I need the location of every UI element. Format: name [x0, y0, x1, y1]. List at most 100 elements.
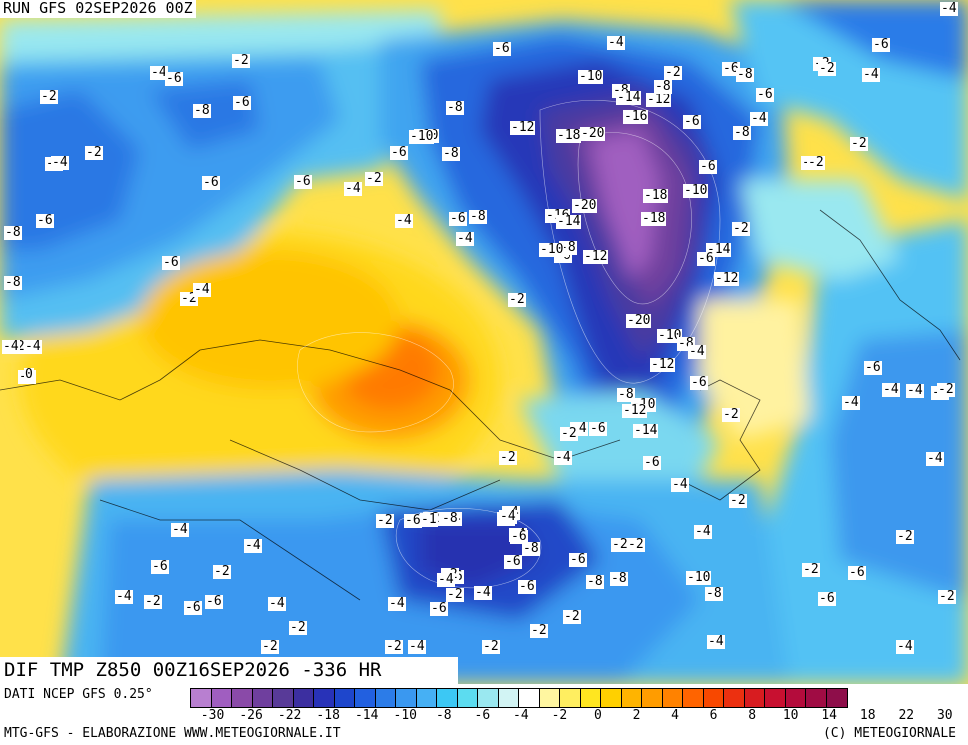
contour-value-label: -6 — [518, 579, 536, 594]
contour-value-label: -4 — [24, 339, 42, 354]
colorbar-tick-label: -18 — [316, 708, 340, 723]
contour-value-label: -8 — [4, 225, 22, 240]
colorbar-swatch — [334, 689, 355, 707]
contour-value-label: -18 — [556, 128, 582, 143]
colorbar-swatch — [785, 689, 806, 707]
contour-value-label: -10 — [539, 242, 565, 257]
contour-value-label: -2 — [213, 564, 231, 579]
colorbar-tick-label: 10 — [782, 708, 799, 723]
colorbar-tick-label: -8 — [435, 708, 452, 723]
contour-value-label: -2 — [896, 529, 914, 544]
contour-value-label: -4 — [51, 155, 69, 170]
contour-value-label: -4 — [862, 67, 880, 82]
colorbar-tick-label: -30 — [200, 708, 225, 723]
colorbar-swatch — [252, 689, 273, 707]
colorbar-tick-label: -22 — [277, 708, 302, 723]
contour-value-label: -8 — [441, 511, 459, 526]
contour-value-label: -8 — [193, 103, 211, 118]
boundaries — [0, 209, 961, 601]
contour-value-label: -6 — [848, 565, 866, 580]
contour-value-label: -4 — [842, 395, 860, 410]
contour-value-label: -4 — [437, 572, 455, 587]
colorbar-swatch — [355, 689, 376, 707]
contour-value-label: -18 — [641, 211, 667, 226]
colorbar-tick-label: -10 — [393, 708, 417, 723]
contour-value-label: 0 — [24, 367, 34, 382]
colorbar-swatch — [826, 689, 847, 707]
colorbar-swatch — [416, 689, 437, 707]
contour-value-label: -6 — [205, 594, 223, 609]
credit-left: MTG-GFS - ELABORAZIONE WWW.METEOGIORNALE… — [4, 726, 341, 741]
contour-value-label: -6 — [589, 421, 607, 436]
contour-value-label: -4 — [896, 639, 914, 654]
contour-value-label: -4 — [193, 282, 211, 297]
colorbar-tick-label: 18 — [859, 708, 876, 723]
contour-value-label: -6 — [683, 114, 701, 129]
contour-value-label: -2 — [261, 639, 279, 654]
contour-value-label: -6 — [233, 95, 251, 110]
contour-value-label: -4 — [388, 596, 406, 611]
colorbar-swatch — [293, 689, 314, 707]
colorbar-tick-label: -26 — [239, 708, 263, 723]
colorbar-swatch — [498, 689, 519, 707]
contour-value-label: -4 — [150, 65, 168, 80]
contour-value-label: -2 — [802, 562, 820, 577]
contour-value-label: -4 — [456, 231, 474, 246]
contour-value-label: -6 — [430, 601, 448, 616]
contour-value-label: -4 — [499, 509, 517, 524]
contour-value-label: -8 — [705, 586, 723, 601]
colorbar-swatch — [232, 689, 253, 707]
contour-value-label: -12 — [583, 249, 609, 264]
contour-value-label: -6 — [699, 159, 717, 174]
contour-value-label: -8 — [469, 209, 487, 224]
colorbar-swatch — [560, 689, 581, 707]
colorbar-swatch — [683, 689, 704, 707]
contour-value-label: -2 — [85, 145, 103, 160]
colorbar-tick-label: 14 — [821, 708, 838, 723]
contour-value-label: -2 — [611, 537, 629, 552]
contour-value-label: -8 — [733, 125, 751, 140]
contour-value-label: -4 — [707, 634, 725, 649]
colorbar-swatch — [478, 689, 499, 707]
contour-value-label: -2 — [508, 292, 526, 307]
contour-value-label: -2 — [560, 426, 578, 441]
contour-value-label: -12 — [650, 357, 676, 372]
contour-value-label: -2 — [482, 639, 500, 654]
contour-value-label: -2 — [530, 623, 548, 638]
contour-value-label: -6 — [864, 360, 882, 375]
contour-value-label: -4 — [882, 382, 900, 397]
colorbar-tick-label: -4 — [513, 708, 529, 723]
map-field-svg — [0, 0, 968, 684]
contour-value-label: -8 — [736, 67, 754, 82]
colorbar-swatch — [662, 689, 683, 707]
contour-value-label: -2 — [722, 407, 740, 422]
contour-value-label: -6 — [697, 251, 715, 266]
contour-value-label: -2 — [664, 65, 682, 80]
contour-value-label: -18 — [643, 188, 669, 203]
colorbar-tick-label: 0 — [594, 708, 602, 723]
contour-value-label: -2 — [850, 136, 868, 151]
contour-value-label: -2 — [563, 609, 581, 624]
contour-value-label: -2 — [732, 221, 750, 236]
contour-value-label: -6 — [872, 37, 890, 52]
colorbar-tick-label: 8 — [748, 708, 757, 723]
contour-value-label: -8 — [442, 146, 460, 161]
contour-value-label: -4 — [694, 524, 712, 539]
contour-value-label: -12 — [510, 120, 536, 135]
contour-value-label: -1 — [420, 512, 438, 527]
contour-value-label: -2 — [818, 61, 836, 76]
colorbar-swatch — [724, 689, 745, 707]
contour-value-label: -6 — [36, 213, 54, 228]
contour-value-label: -2 — [937, 382, 955, 397]
contour-value-label: -6 — [390, 145, 408, 160]
contour-value-label: -4 — [408, 639, 426, 654]
legend-panel: DATI NCEP GFS 0.25° -30 -26 -22 -18 -14 -10 -8… — [0, 684, 968, 745]
contour-value-label: -4 — [750, 111, 768, 126]
contour-value-label: -12 — [646, 92, 672, 107]
contour-value-label: -4 — [171, 522, 189, 537]
contour-value-label: -10 — [578, 69, 604, 84]
contour-value-label: -6 — [690, 375, 708, 390]
contour-value-label: -20 — [572, 198, 598, 213]
contour-value-label: -6 — [449, 211, 467, 226]
colorbar-swatch — [396, 689, 417, 707]
